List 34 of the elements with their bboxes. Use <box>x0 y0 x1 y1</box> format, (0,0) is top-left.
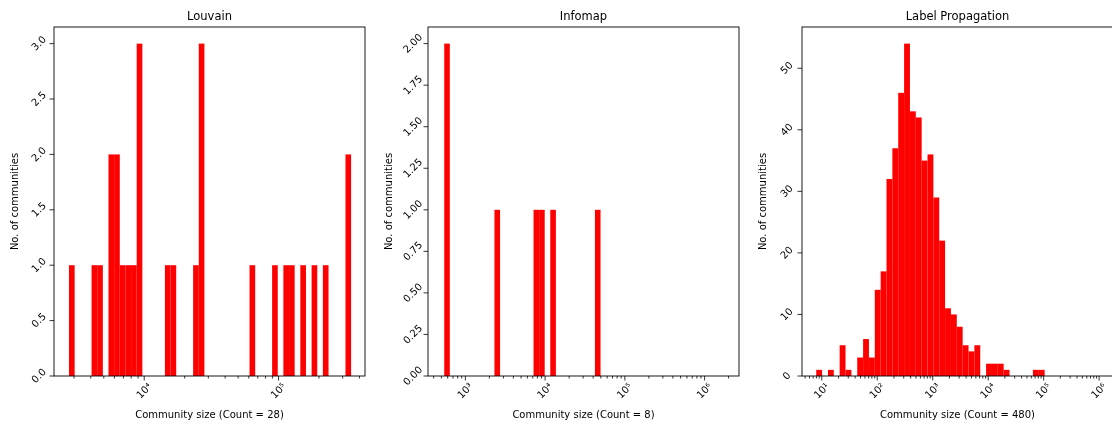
y-tick-label: 40 <box>778 121 796 138</box>
y-tick-label: 0 <box>780 369 793 382</box>
x-axis-title: Community size (Count = 480) <box>880 409 1036 420</box>
x-tick-label: 10³ <box>922 380 943 401</box>
y-tick-label: 3.0 <box>29 33 49 53</box>
x-tick-label: 10⁶ <box>694 380 715 401</box>
y-tick-label: 50 <box>778 59 796 77</box>
y-tick-label: 2.0 <box>29 144 49 164</box>
y-tick-label: 0.0 <box>29 366 49 386</box>
y-tick-label: 10 <box>778 305 796 323</box>
x-tick-label: 10¹ <box>811 380 832 401</box>
y-axis-title: No. of communities <box>383 152 394 251</box>
x-tick-label: 10⁶ <box>1088 380 1109 401</box>
y-axis-title: No. of communities <box>757 152 768 251</box>
x-tick-label: 10⁴ <box>534 380 555 401</box>
chart-title: Infomap <box>559 9 608 23</box>
x-tick-label: 10⁴ <box>978 380 998 401</box>
x-axis-title: Community size (Count = 8) <box>512 409 655 420</box>
x-tick-label: 10⁵ <box>614 380 635 401</box>
y-tick-label: 1.5 <box>29 199 49 219</box>
y-tick-label: 1.0 <box>29 255 49 275</box>
chart-title: Louvain <box>187 9 232 23</box>
chart-title: Label Propagation <box>905 9 1010 23</box>
x-tick-label: 10⁵ <box>1033 380 1054 401</box>
x-axis-title: Community size (Count = 28) <box>135 409 284 420</box>
y-axis-title: No. of communities <box>9 152 20 251</box>
y-tick-label: 20 <box>778 244 796 261</box>
x-tick-label: 10² <box>867 380 887 401</box>
x-tick-label: 10⁴ <box>134 380 154 401</box>
y-tick-label: 30 <box>778 182 796 200</box>
x-tick-label: 10⁵ <box>268 380 289 401</box>
y-tick-label: 2.5 <box>29 89 49 109</box>
x-tick-label: 10³ <box>455 380 475 401</box>
y-tick-label: 0.5 <box>29 310 49 330</box>
